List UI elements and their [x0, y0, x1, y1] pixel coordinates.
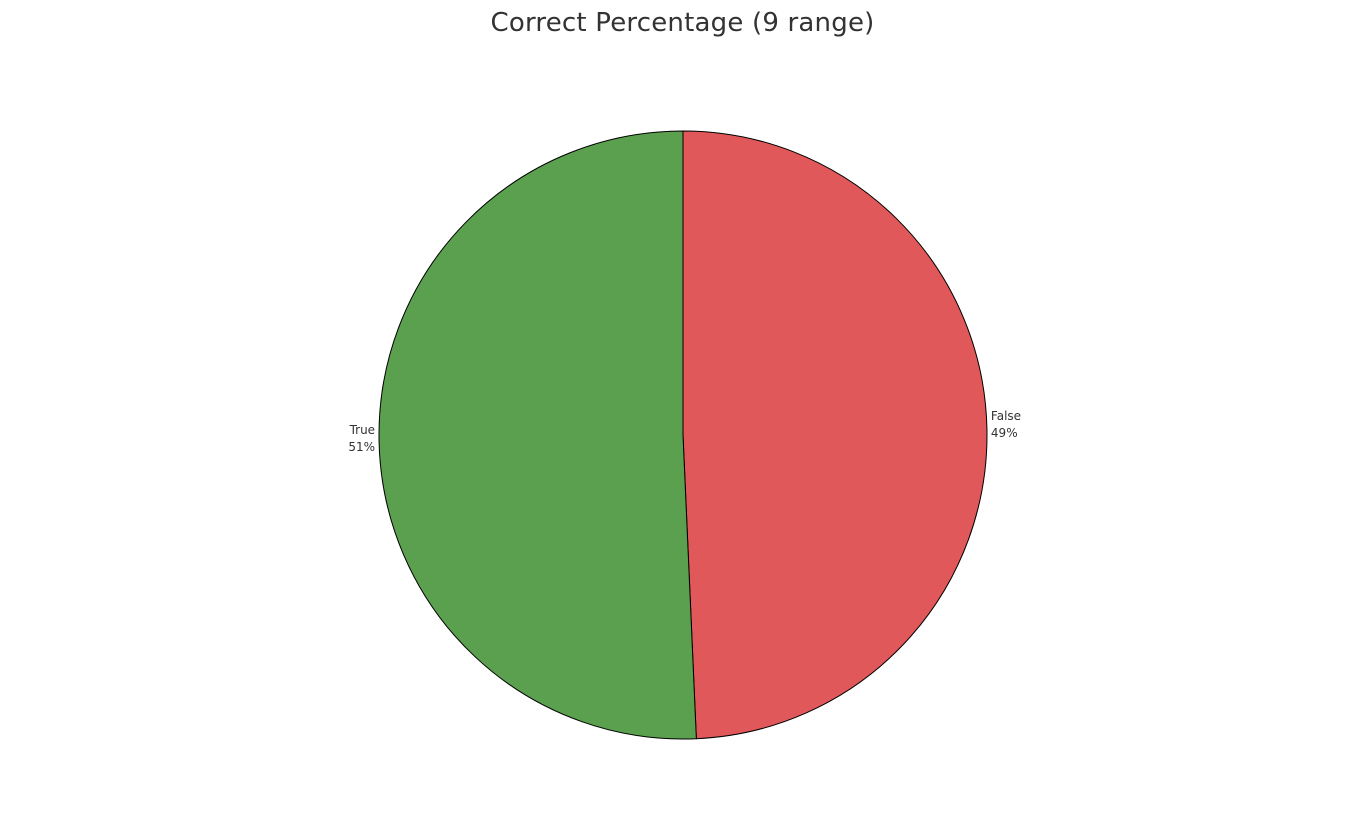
slice-percent-true: 51% — [348, 440, 375, 454]
pie-labels: False 49% True 51% — [348, 409, 1021, 454]
pie-slice-true[interactable] — [378, 130, 697, 740]
slice-label-false: False — [991, 409, 1021, 423]
pie-slice-false[interactable] — [682, 130, 988, 740]
slice-label-true: True — [349, 423, 376, 437]
chart-title: Correct Percentage (9 range) — [490, 8, 875, 38]
pie-slices — [378, 130, 988, 740]
slice-percent-false: 49% — [991, 426, 1018, 440]
